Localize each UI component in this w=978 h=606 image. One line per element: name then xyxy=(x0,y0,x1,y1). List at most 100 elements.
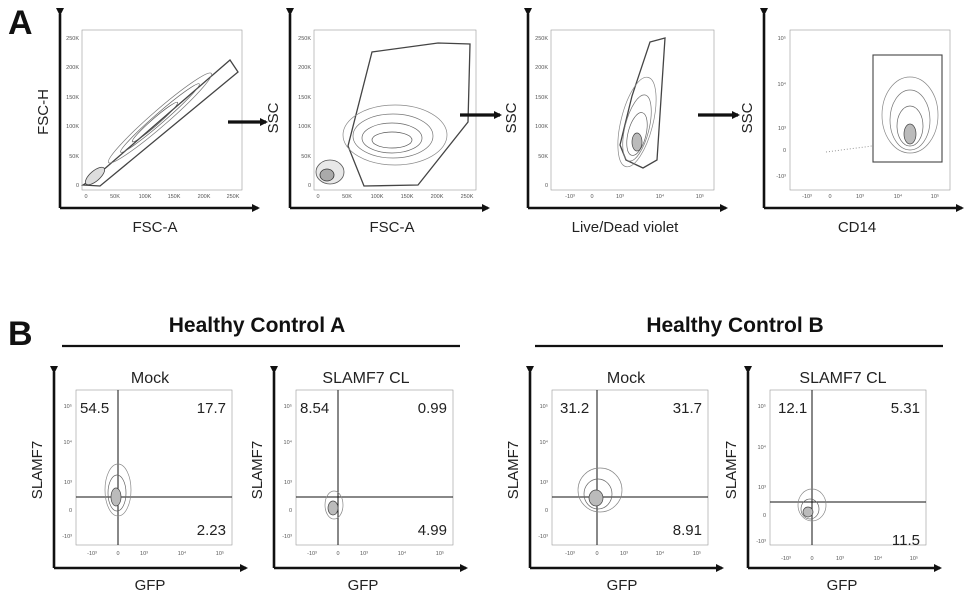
y-axis-label: SLAMF7 xyxy=(505,441,522,499)
y-axis-label: SSC xyxy=(503,102,520,133)
x-tick: 10⁵ xyxy=(910,555,918,562)
x-axis-label: CD14 xyxy=(838,219,876,236)
contour xyxy=(342,104,448,166)
contour xyxy=(371,131,413,149)
y-axis-label: SLAMF7 xyxy=(29,441,46,499)
quadrant-ul-value: 31.2 xyxy=(560,400,589,417)
y-tick: -10³ xyxy=(62,534,72,540)
contour xyxy=(583,478,613,510)
contour xyxy=(352,113,434,159)
y-tick: 10³ xyxy=(284,480,292,486)
quadrant-ul-value: 8.54 xyxy=(300,400,329,417)
y-tick: 0 xyxy=(308,183,311,189)
x-tick: 10⁵ xyxy=(693,550,701,557)
y-tick: 250K xyxy=(298,36,311,42)
y-tick: 200K xyxy=(535,65,548,71)
x-tick: 10³ xyxy=(836,556,844,562)
y-tick: 10⁴ xyxy=(758,444,767,451)
y-tick: 150K xyxy=(298,95,311,101)
y-tick: 50K xyxy=(301,154,311,160)
y-tick: 100K xyxy=(535,124,548,130)
x-tick: 10⁴ xyxy=(398,550,407,557)
y-tick: 250K xyxy=(535,36,548,42)
y-tick: 10⁵ xyxy=(64,403,72,410)
y-tick: 0 xyxy=(763,513,766,519)
y-tick: 10⁵ xyxy=(778,35,786,42)
quadrant-ur-value: 5.31 xyxy=(891,400,920,417)
x-tick: 250K xyxy=(227,194,240,200)
y-tick: 10³ xyxy=(540,480,548,486)
y-tick: 10⁴ xyxy=(540,439,549,446)
x-axis-label: FSC-A xyxy=(370,219,415,236)
x-tick: 0 xyxy=(84,194,87,200)
y-tick: 200K xyxy=(298,65,311,71)
x-tick: 200K xyxy=(431,194,444,200)
x-axis-label: Live/Dead violet xyxy=(572,219,680,236)
y-tick: 10⁵ xyxy=(540,403,548,410)
contour xyxy=(617,76,657,168)
x-axis-label: FSC-A xyxy=(133,219,178,236)
x-tick: 10⁵ xyxy=(696,193,704,200)
quadrant-plot: Mock 31.2 31.7 8.91 GFP SLAMF7 -10³ 0 10… xyxy=(505,366,724,594)
contour xyxy=(797,488,827,522)
contour xyxy=(107,474,127,512)
y-tick: 100K xyxy=(298,124,311,130)
gate-rectangle xyxy=(872,54,943,163)
plot-title: Mock xyxy=(131,370,170,387)
gating-plot-cd14: CD14 SSC -10³ 0 10³ 10⁴ 10⁵ -10³ 0 10³ 1… xyxy=(739,8,964,236)
x-tick: 0 xyxy=(316,194,319,200)
y-tick: 10³ xyxy=(758,485,766,491)
y-axis-label: FSC-H xyxy=(35,89,52,135)
contour xyxy=(800,498,820,520)
y-tick: 50K xyxy=(538,154,548,160)
contour xyxy=(588,489,604,507)
y-tick: 0 xyxy=(545,508,548,514)
quadrant-ul-value: 12.1 xyxy=(778,400,807,417)
y-tick: 150K xyxy=(535,95,548,101)
y-tick: 10⁴ xyxy=(64,439,73,446)
quadrant-lr-value: 2.23 xyxy=(197,522,226,539)
quadrant-lr-value: 4.99 xyxy=(418,522,447,539)
quadrant-ur-value: 31.7 xyxy=(673,400,702,417)
quadrant-plot: SLAMF7 CL 12.1 5.31 11.5 GFP SLAMF7 -10³… xyxy=(723,366,942,594)
x-tick: 0 xyxy=(595,551,598,557)
gating-plot-live-dead: Live/Dead violet SSC -10³ 0 10³ 10⁴ 10⁵ … xyxy=(503,8,728,236)
y-tick: -10³ xyxy=(538,534,548,540)
x-tick: 10³ xyxy=(620,551,628,557)
x-tick: 0 xyxy=(336,551,339,557)
x-tick: 10⁵ xyxy=(931,193,939,200)
x-tick: -10³ xyxy=(87,551,97,557)
x-axis-label: GFP xyxy=(348,577,379,594)
y-tick: 10⁴ xyxy=(284,439,293,446)
x-tick: -10³ xyxy=(781,556,791,562)
x-tick: 100K xyxy=(371,194,384,200)
x-tick: 10⁴ xyxy=(178,550,187,557)
contour xyxy=(108,72,212,164)
y-axis-label: SSC xyxy=(265,102,282,133)
contour xyxy=(622,94,652,162)
y-tick: 150K xyxy=(66,95,79,101)
x-axis-label: GFP xyxy=(135,577,166,594)
x-tick: 10⁴ xyxy=(656,550,665,557)
gating-plot-fsc: FSC-A FSC-H 0 50K 100K 150K 200K 250K 0 … xyxy=(35,8,260,236)
x-tick: 10³ xyxy=(856,194,864,200)
x-tick: 10³ xyxy=(616,194,624,200)
quadrant-plot: SLAMF7 CL 8.54 0.99 4.99 GFP SLAMF7 -10³… xyxy=(249,366,468,594)
group-title: Healthy Control A xyxy=(169,314,346,337)
contour xyxy=(327,500,339,516)
x-tick: 10⁵ xyxy=(436,550,444,557)
y-tick: 0 xyxy=(545,183,548,189)
x-tick: 10³ xyxy=(140,551,148,557)
x-tick: -10³ xyxy=(307,551,317,557)
y-tick: 10⁴ xyxy=(778,81,787,88)
plot-title: SLAMF7 CL xyxy=(799,370,886,387)
y-axis-label: SLAMF7 xyxy=(723,441,740,499)
panel-a-letter: A xyxy=(8,4,33,42)
y-tick: -10³ xyxy=(756,539,766,545)
gating-plot-ssc-fsc: FSC-A SSC 0 50K 100K 150K 200K 250K 0 50… xyxy=(265,8,490,236)
contour xyxy=(626,112,648,156)
y-tick: -10³ xyxy=(282,534,292,540)
x-tick: 150K xyxy=(401,194,414,200)
x-tick: 100K xyxy=(139,194,152,200)
